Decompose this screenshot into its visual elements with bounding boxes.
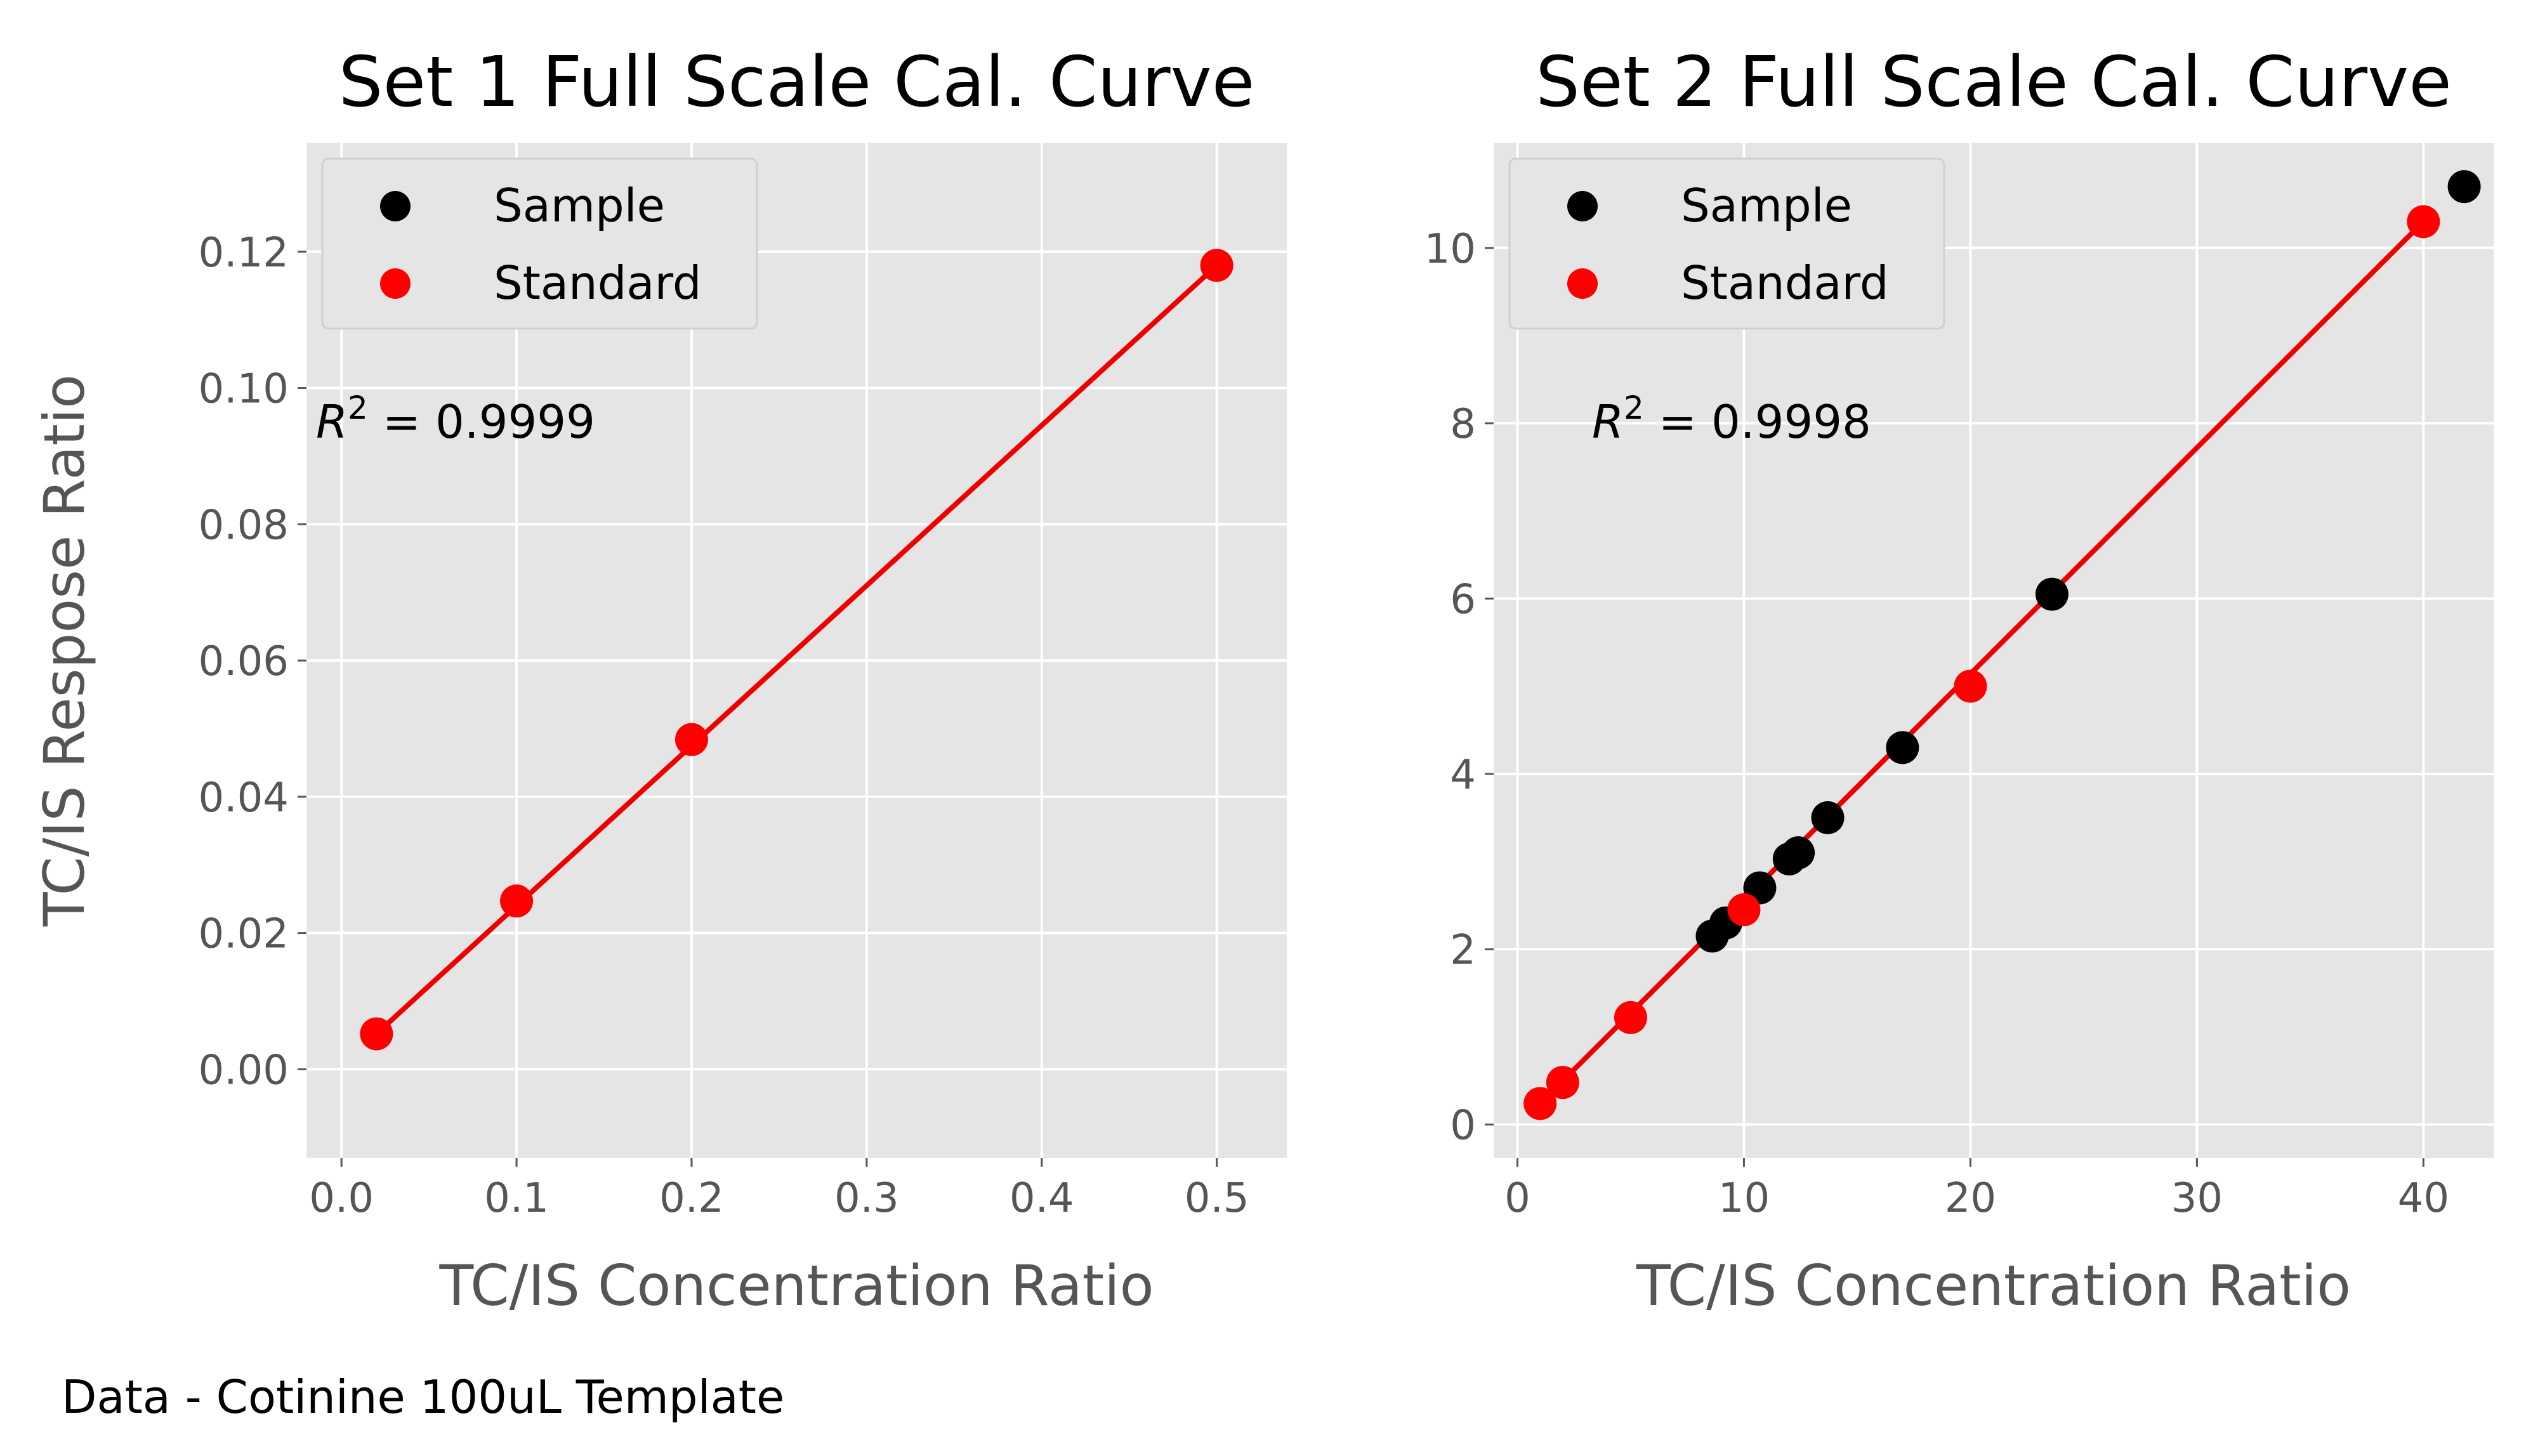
y-tick-label: 4 bbox=[1450, 752, 1476, 799]
x-tick-label: 30 bbox=[2171, 1175, 2223, 1222]
y-tick-label: 10 bbox=[1424, 226, 1476, 273]
legend-marker-standard bbox=[380, 268, 411, 299]
x-tick-label: 10 bbox=[1718, 1175, 1770, 1222]
r-squared-annotation: R2 = 0.9999 bbox=[316, 390, 595, 449]
standard-point bbox=[500, 884, 534, 918]
y-tick-label: 0 bbox=[1450, 1102, 1476, 1149]
sample-point bbox=[1886, 731, 1919, 764]
x-axis-label: TC/IS Concentration Ratio bbox=[1636, 1253, 2351, 1318]
standard-point bbox=[1523, 1087, 1557, 1120]
standard-point bbox=[1614, 1000, 1647, 1034]
x-tick-label: 0.4 bbox=[1010, 1175, 1074, 1222]
x-tick-label: 0.1 bbox=[484, 1175, 549, 1222]
standard-point bbox=[1954, 669, 1987, 703]
y-tick-label: 2 bbox=[1450, 927, 1476, 974]
chart-title: Set 1 Full Scale Cal. Curve bbox=[339, 41, 1255, 122]
chart-panel-2: 0 10 20 30 40 0 2 4 6 8 10 Set 2 Full Scale Cal. Cu… bbox=[1424, 41, 2494, 1318]
footer-caption: Data - Cotinine 100uL Template bbox=[62, 1370, 785, 1424]
y-tick-label: 8 bbox=[1450, 401, 1476, 448]
fit-line bbox=[1538, 220, 2426, 1106]
y-tick-label: 6 bbox=[1450, 576, 1476, 623]
sample-point bbox=[1782, 836, 1815, 870]
sample-point bbox=[1811, 801, 1845, 834]
x-tick-label: 0.5 bbox=[1185, 1175, 1249, 1222]
y-tick-label: 0.08 bbox=[199, 502, 289, 549]
legend-label-standard: Standard bbox=[494, 256, 702, 310]
legend-label-sample: Sample bbox=[494, 179, 665, 232]
standard-point bbox=[2407, 205, 2440, 239]
sample-point bbox=[2035, 577, 2069, 611]
y-tick-label: 0.00 bbox=[199, 1047, 289, 1094]
sample-point bbox=[2447, 170, 2481, 204]
standard-point bbox=[360, 1017, 393, 1051]
chart-panel-1: 0.0 0.1 0.2 0.3 0.4 0.5 0.00 0.02 0.04 0.06 0.08 0.… bbox=[32, 41, 1287, 1318]
standard-point bbox=[674, 723, 708, 756]
y-tick-label: 0.02 bbox=[199, 911, 289, 958]
x-tick-label: 0.2 bbox=[659, 1175, 724, 1222]
legend-marker-sample bbox=[380, 191, 411, 221]
y-tick-label: 0.06 bbox=[199, 638, 289, 685]
x-tick-label: 20 bbox=[1945, 1175, 1996, 1222]
x-axis-label: TC/IS Concentration Ratio bbox=[439, 1253, 1154, 1318]
y-tick-label: 0.12 bbox=[199, 230, 289, 277]
y-tick-label: 0.04 bbox=[199, 775, 289, 822]
legend-label-standard: Standard bbox=[1681, 256, 1889, 310]
standard-point bbox=[1546, 1066, 1579, 1099]
chart-title: Set 2 Full Scale Cal. Curve bbox=[1536, 41, 2452, 122]
legend-box bbox=[321, 157, 758, 330]
legend-marker-sample bbox=[1567, 191, 1598, 221]
x-tick-label: 0 bbox=[1504, 1175, 1530, 1222]
legend-label-sample: Sample bbox=[1681, 179, 1852, 232]
legend-marker-standard bbox=[1567, 268, 1598, 299]
standard-point bbox=[1200, 249, 1233, 282]
y-tick-label: 0.10 bbox=[199, 366, 289, 413]
x-tick-label: 0.0 bbox=[309, 1175, 374, 1222]
x-tick-label: 40 bbox=[2398, 1175, 2449, 1222]
legend-box bbox=[1508, 157, 1945, 330]
x-tick-label: 0.3 bbox=[834, 1175, 899, 1222]
r-squared-annotation: R2 = 0.9998 bbox=[1592, 390, 1871, 449]
standard-point bbox=[1727, 893, 1761, 926]
y-axis-label: TC/IS Respose Ratio bbox=[32, 374, 97, 927]
